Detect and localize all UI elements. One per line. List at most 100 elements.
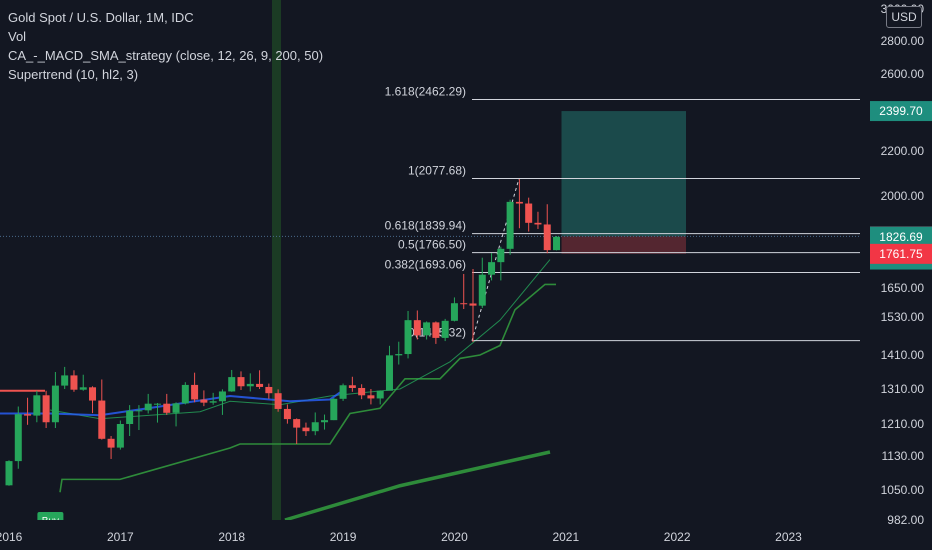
y-tick-label: 2600.00	[881, 67, 925, 81]
candle-body	[14, 414, 22, 462]
candle	[98, 379, 106, 440]
candle	[33, 390, 41, 423]
candle	[478, 257, 486, 309]
y-tick-label: 2000.00	[881, 189, 925, 203]
candle	[404, 310, 412, 359]
price-tag: 2399.70	[870, 101, 932, 122]
candle	[488, 253, 496, 281]
candle	[302, 422, 310, 436]
candle	[367, 389, 375, 405]
y-tick-label: 1310.00	[881, 382, 925, 396]
candle	[172, 402, 180, 427]
candle-body	[256, 383, 264, 387]
candle	[358, 384, 366, 400]
candle-body	[385, 355, 393, 391]
candle-body	[89, 387, 97, 401]
candle	[107, 436, 115, 459]
position-zones	[0, 111, 860, 254]
candle-body	[497, 248, 505, 263]
candle-body	[218, 391, 226, 402]
background-layer	[272, 0, 281, 520]
candle-body	[358, 387, 366, 396]
time-axis-bg	[0, 520, 932, 550]
candle	[163, 393, 171, 415]
candle	[515, 179, 523, 229]
candle-body	[135, 410, 143, 412]
candle	[79, 374, 87, 391]
candle-body	[265, 386, 273, 394]
candle-body	[441, 320, 449, 338]
candle	[14, 406, 22, 469]
candle	[348, 376, 356, 392]
candle-body	[246, 383, 254, 387]
candle	[469, 268, 477, 343]
candle-body	[395, 354, 403, 356]
price-tag-bg	[870, 243, 932, 264]
currency-button[interactable]: USD	[886, 6, 922, 28]
candle	[209, 392, 217, 405]
candle	[293, 418, 301, 444]
candle	[265, 383, 273, 399]
candle-body	[460, 303, 468, 305]
candle	[423, 321, 431, 340]
candle	[283, 404, 291, 424]
candle-body	[42, 395, 50, 423]
fib-label: 1(2077.68)	[408, 164, 466, 178]
moving-average-line	[49, 259, 551, 420]
candle	[135, 405, 143, 430]
candle	[89, 386, 97, 414]
candle-body	[525, 203, 533, 223]
candle-body	[144, 403, 152, 411]
y-tick-label: 2800.00	[881, 34, 925, 48]
y-tick-label: 1410.00	[881, 348, 925, 362]
candle-body	[293, 419, 301, 428]
price-axis-bg	[860, 0, 932, 550]
legend-macd[interactable]: CA_-_MACD_SMA_strategy (close, 12, 26, 9…	[8, 48, 324, 63]
chart-legend: Gold Spot / U.S. Dollar, 1M, IDC Vol CA_…	[8, 8, 323, 84]
candle-body	[181, 384, 189, 404]
candle	[218, 389, 226, 415]
y-tick-label: 1530.00	[881, 310, 925, 324]
candle-body	[191, 384, 199, 400]
candle	[395, 341, 403, 365]
candle	[450, 297, 458, 322]
candle	[543, 204, 551, 254]
candle	[256, 370, 264, 389]
candle	[385, 345, 393, 391]
price-tag: 1761.75	[870, 243, 932, 264]
candle-body	[553, 236, 561, 251]
candle	[181, 382, 189, 405]
candle	[144, 393, 152, 414]
candle	[311, 412, 319, 436]
target-zone	[561, 111, 686, 237]
candle	[5, 460, 13, 486]
candle	[237, 371, 245, 391]
x-tick-label: 2019	[330, 530, 357, 544]
legend-vol[interactable]: Vol	[8, 29, 27, 44]
candle	[191, 372, 199, 403]
y-tick-label: 982.00	[887, 513, 924, 527]
price-tag-label: 1761.75	[879, 247, 923, 261]
candle-body	[488, 262, 496, 275]
candle-body	[33, 395, 41, 416]
highlight-column	[272, 0, 281, 520]
legend-supertrend[interactable]: Supertrend (10, hl2, 3)	[8, 67, 139, 82]
candle	[153, 403, 161, 423]
candle	[553, 236, 561, 251]
y-tick-label: 1130.00	[882, 449, 925, 463]
candle-body	[450, 303, 458, 321]
candle-body	[107, 438, 115, 448]
candle-body	[330, 398, 338, 421]
candle-body	[348, 385, 356, 388]
y-tick-label: 1650.00	[881, 281, 925, 295]
legend-symbol[interactable]: Gold Spot / U.S. Dollar, 1M, IDC	[8, 10, 194, 25]
fib-label: 0.618(1839.94)	[385, 219, 466, 233]
fib-label: 0.5(1766.50)	[398, 238, 466, 252]
candle-body	[413, 320, 421, 336]
x-tick-label: 2017	[107, 530, 134, 544]
x-tick-label: 2020	[441, 530, 468, 544]
x-tick-label: 2022	[664, 530, 691, 544]
candle-body	[283, 408, 291, 420]
candle-body	[311, 422, 319, 432]
candle-body	[543, 224, 551, 251]
